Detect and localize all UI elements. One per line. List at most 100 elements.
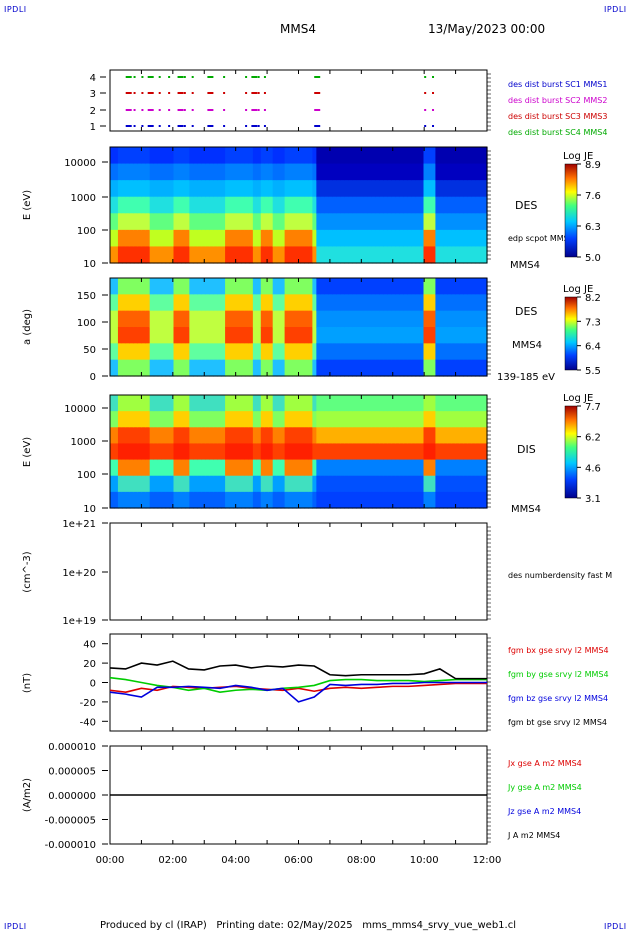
heat-cell <box>360 229 365 248</box>
heat-cell <box>356 359 361 377</box>
heat-cell <box>121 475 127 493</box>
heat-cell <box>236 327 242 344</box>
heat-cell <box>117 327 123 344</box>
heat-cell <box>304 310 310 328</box>
heat-cell <box>288 443 294 461</box>
heat-cell <box>296 246 302 264</box>
heat-cell <box>475 427 480 445</box>
heat-cell <box>201 294 206 312</box>
heat-cell <box>387 343 393 361</box>
heat-cell <box>459 310 464 328</box>
heat-cell <box>435 411 440 428</box>
burst-flag-mark <box>133 76 136 78</box>
heat-cell <box>324 294 329 312</box>
heat-cell <box>471 310 476 328</box>
heat-cell <box>181 246 186 264</box>
heat-cell <box>240 395 246 412</box>
heat-cell <box>479 427 484 445</box>
heat-cell <box>296 180 302 198</box>
heat-cell <box>240 196 246 214</box>
x-tick-label: 00:00 <box>96 855 125 866</box>
heat-cell <box>193 475 198 493</box>
y-tick-label: -0.000010 <box>45 840 96 851</box>
heat-cell <box>304 427 310 445</box>
heat-cell <box>233 310 238 328</box>
heat-cell <box>455 310 460 328</box>
colorbar-tick-label: 7.7 <box>585 402 601 413</box>
heat-cell <box>332 443 337 461</box>
heat-cell <box>193 443 198 461</box>
heat-cell <box>395 246 401 264</box>
heat-cell <box>252 246 258 264</box>
heat-cell <box>173 475 179 493</box>
heat-cell <box>312 359 317 377</box>
burst-flag-mark <box>177 109 184 111</box>
heat-cell <box>431 196 437 214</box>
heat-cell <box>411 459 417 477</box>
heat-cell <box>419 229 425 248</box>
heat-cell <box>479 180 484 198</box>
heat-cell <box>479 147 484 165</box>
heat-cell <box>201 327 206 344</box>
heat-cell <box>471 395 476 412</box>
heat-cell <box>471 475 476 493</box>
heat-cell <box>129 229 135 248</box>
heat-cell <box>288 278 294 295</box>
burst-flag-mark <box>251 109 258 111</box>
burst-flag-mark <box>432 92 435 94</box>
heat-cell <box>439 294 444 312</box>
burst-flag-mark <box>424 92 427 94</box>
heat-cell <box>201 310 206 328</box>
burst-flag-mark <box>147 76 154 78</box>
heat-cell <box>324 427 329 445</box>
colorbar-tick-label: 4.6 <box>585 463 601 474</box>
heat-cell <box>459 395 464 412</box>
heat-cell <box>399 246 405 264</box>
heat-cell <box>308 180 313 198</box>
heat-cell <box>284 491 290 509</box>
heat-cell <box>264 163 270 181</box>
heat-cell <box>280 343 286 361</box>
heat-cell <box>225 196 230 214</box>
heat-cell <box>177 343 183 361</box>
heat-cell <box>304 459 310 477</box>
heat-cell <box>252 147 258 165</box>
heat-cell <box>268 229 274 248</box>
heat-cell <box>229 459 234 477</box>
heat-cell <box>463 196 468 214</box>
heat-cell <box>280 459 286 477</box>
heat-cell <box>292 459 298 477</box>
heat-cell <box>260 163 266 181</box>
heat-cell <box>256 343 262 361</box>
heat-cell <box>181 163 186 181</box>
heat-cell <box>141 196 147 214</box>
heat-cell <box>423 229 429 248</box>
heat-cell <box>153 443 159 461</box>
burst-flag-mark <box>432 125 435 127</box>
heat-cell <box>240 491 246 509</box>
heat-cell <box>141 147 147 165</box>
heat-cell <box>435 163 440 181</box>
heat-cell <box>276 196 282 214</box>
heat-cell <box>308 459 313 477</box>
heat-cell <box>221 491 226 509</box>
heat-cell <box>217 163 222 181</box>
heat-cell <box>471 343 476 361</box>
heat-cell <box>280 180 286 198</box>
heat-cell <box>149 229 155 248</box>
heat-cell <box>205 196 210 214</box>
heat-cell <box>360 147 365 165</box>
heat-cell <box>280 491 286 509</box>
heat-cell <box>193 343 198 361</box>
heat-cell <box>117 443 123 461</box>
heat-cell <box>320 359 325 377</box>
heat-cell <box>391 180 397 198</box>
heat-cell <box>117 310 123 328</box>
heat-cell <box>284 229 290 248</box>
heat-cell <box>252 294 258 312</box>
heat-cell <box>205 475 210 493</box>
heat-cell <box>248 395 254 412</box>
burst-flag-mark <box>147 125 154 127</box>
burst-flag-mark <box>424 125 427 127</box>
heat-cell <box>169 491 175 509</box>
